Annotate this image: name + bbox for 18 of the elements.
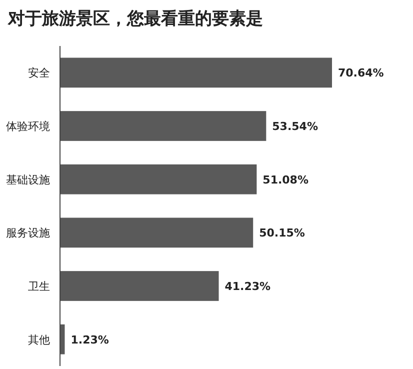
data-label: 70.64% (338, 66, 384, 80)
data-label: 50.15% (259, 226, 305, 240)
data-label: 1.23% (70, 333, 109, 346)
bar (60, 58, 332, 88)
chart-title: 对于旅游景区，您最看重的要素是 (7, 9, 263, 29)
y-tick-label: 其他 (28, 333, 50, 346)
y-tick-label: 基础设施 (6, 173, 50, 186)
y-tick-label: 卫生 (28, 280, 50, 293)
data-label: 41.23% (224, 280, 271, 293)
y-tick-label: 体验环境 (6, 120, 50, 133)
bar (60, 218, 254, 248)
data-label: 51.08% (262, 173, 309, 186)
data-label: 53.54% (272, 120, 318, 133)
y-tick-label: 安全 (28, 66, 50, 80)
bar (60, 271, 219, 301)
bar (60, 164, 257, 194)
y-tick-label: 服务设施 (6, 226, 50, 240)
bar (60, 111, 266, 141)
